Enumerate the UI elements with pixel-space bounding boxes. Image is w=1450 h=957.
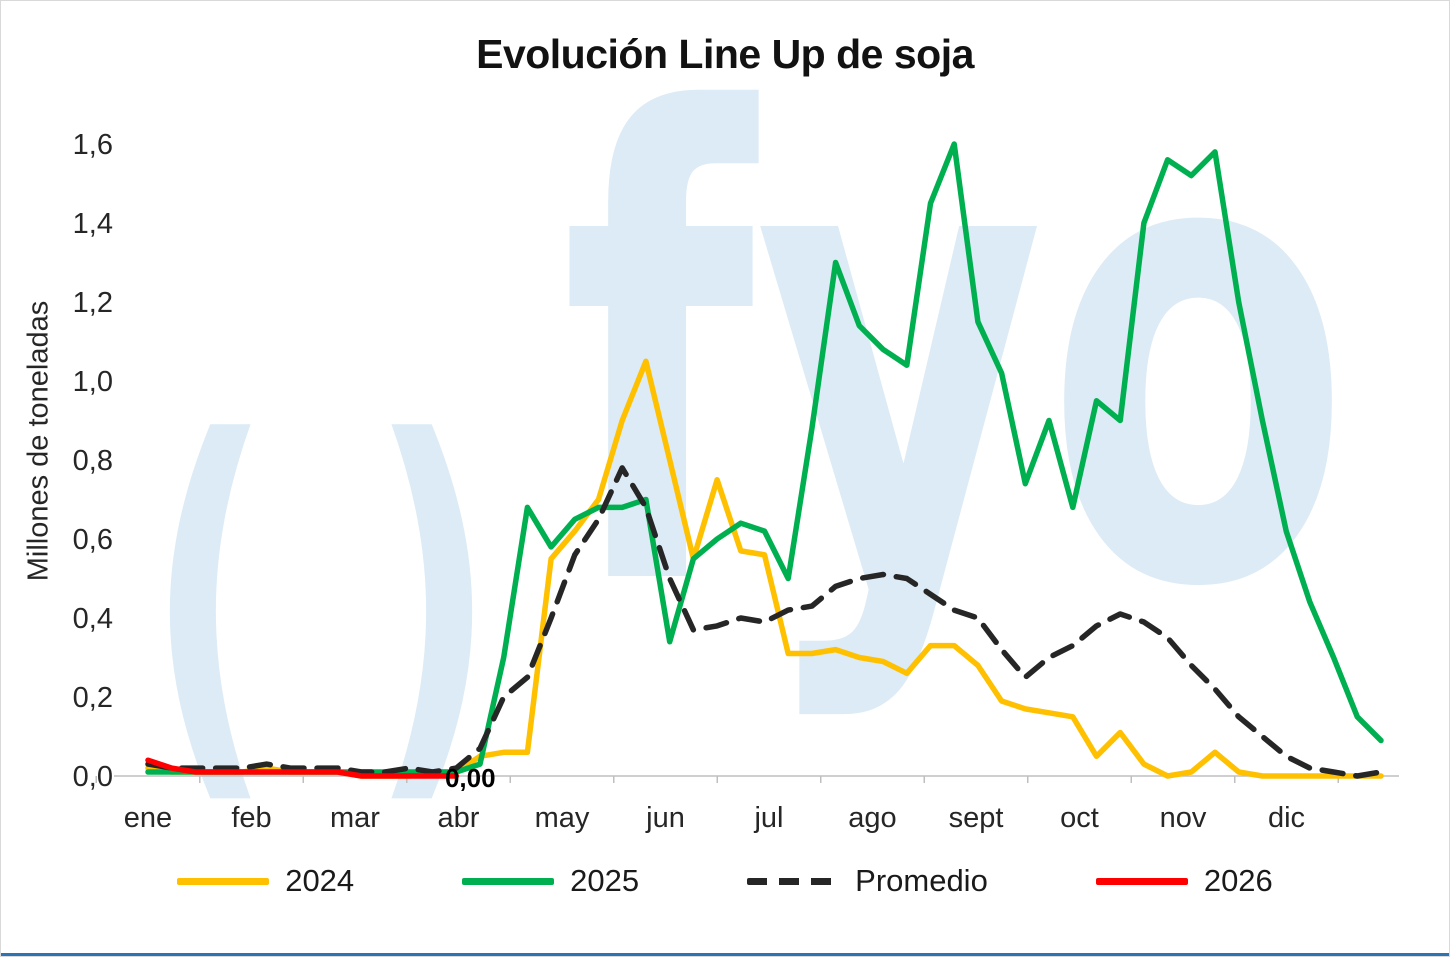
x-tick-label-oct: oct <box>1060 802 1099 834</box>
chart-legend: 2024 2025 Promedio 2026 <box>1 863 1449 899</box>
y-tick-label: 0,6 <box>73 524 113 556</box>
x-tick-label-ago: ago <box>848 802 896 834</box>
last-value-label: 0,00 <box>445 763 496 793</box>
legend-item-promedio: Promedio <box>747 863 988 899</box>
y-tick-label: 0,4 <box>73 603 113 635</box>
x-tick-label-abr: abr <box>438 802 480 834</box>
legend-swatch-2026 <box>1095 877 1188 885</box>
y-tick-label: 1,4 <box>73 208 113 240</box>
watermark-fyo-logo: fyo <box>561 1 1351 727</box>
x-tick-label-jun: jun <box>645 802 685 834</box>
y-tick-label: 0,2 <box>73 682 113 714</box>
y-tick-label: 1,0 <box>73 366 113 398</box>
x-tick-label-dic: dic <box>1268 802 1305 834</box>
legend-item-2024: 2024 <box>177 863 354 899</box>
x-tick-label-jul: jul <box>753 802 783 834</box>
legend-label-2025: 2025 <box>570 863 640 898</box>
legend-swatch-2025 <box>462 877 555 885</box>
legend-item-2025: 2025 <box>462 863 639 899</box>
y-tick-label: 0,8 <box>73 445 113 477</box>
legend-label-promedio: Promedio <box>855 863 988 898</box>
y-tick-label: 0,0 <box>73 761 113 793</box>
x-tick-label-ene: ene <box>124 802 172 834</box>
chart-title: Evolución Line Up de soja <box>476 31 974 77</box>
watermark-parentheses-icon: ( ) <box>146 354 496 843</box>
legend-item-2026: 2026 <box>1095 863 1273 899</box>
legend-label-2024: 2024 <box>285 863 355 898</box>
legend-swatch-2024 <box>177 877 270 885</box>
y-tick-label: 1,6 <box>73 129 113 161</box>
series-line-promedio <box>145 465 1384 779</box>
x-tick-label-may: may <box>535 802 590 834</box>
x-tick-label-feb: feb <box>231 802 271 834</box>
bottom-accent-line <box>1 953 1449 956</box>
series-line-2026 <box>145 757 460 779</box>
x-tick-label-mar: mar <box>330 802 380 834</box>
x-tick-label-sept: sept <box>949 802 1004 834</box>
y-tick-label: 1,2 <box>73 287 113 319</box>
legend-swatch-promedio <box>747 877 840 885</box>
legend-label-2026: 2026 <box>1203 863 1273 898</box>
x-tick-label-nov: nov <box>1160 802 1207 834</box>
